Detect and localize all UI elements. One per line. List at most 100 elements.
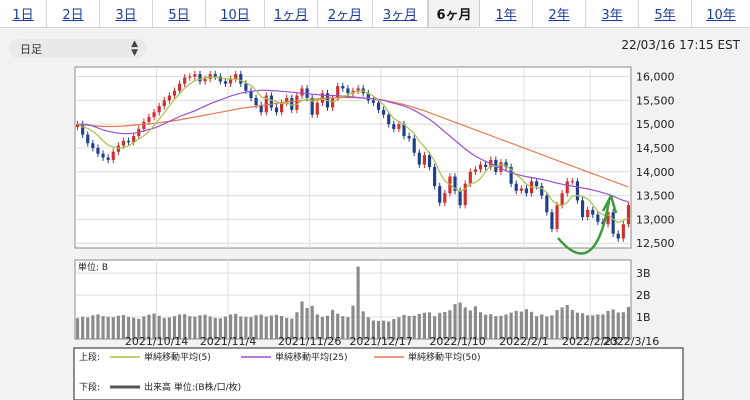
volume-bar [239,316,243,339]
interval-select-value: 日足 [20,42,42,56]
tab-14[interactable]: 10年 [692,0,750,27]
volume-bar [218,318,222,339]
candle-body [81,124,85,135]
volume-bar [433,316,437,339]
volume-bar [295,312,299,339]
tab-10[interactable]: 1年 [480,0,533,27]
volume-bar [183,314,187,339]
volume-bar [101,316,105,339]
tab-5[interactable]: 10日 [206,0,265,27]
ma5-line [77,76,629,224]
volume-bar [361,311,365,339]
volume-bar [509,312,513,339]
tab-2[interactable]: 2日 [47,0,100,27]
volume-bar [356,266,360,339]
candle-body [269,95,273,108]
volume-bar [137,318,141,339]
candle-body [274,107,279,113]
candle-body [458,190,462,206]
volume-bar [157,315,161,339]
volume-bar [473,306,478,339]
candle-body [509,167,513,184]
volume-bar [336,313,340,339]
tab-7[interactable]: 2ヶ月 [318,0,373,27]
candle-body [96,147,100,154]
volume-bar [172,316,177,339]
volume-bar [611,309,615,339]
volume-bar [463,307,467,339]
volume-bar [601,314,605,339]
legend-bottom-label: 下段: [79,381,100,393]
tab-13[interactable]: 5年 [639,0,692,27]
candle-body [545,195,549,213]
tab-4[interactable]: 5日 [153,0,206,27]
candle-body [596,214,600,222]
x-axis-date-label: 2022/2/23 [562,335,618,348]
x-axis-date-label: 2022/3/16 [603,335,659,348]
price-ytick-label: 14,000 [636,166,675,179]
legend-item-label: 単純移動平均(25) [275,351,347,363]
volume-bar [575,312,580,339]
tab-12[interactable]: 3年 [586,0,639,27]
tab-6[interactable]: 1ヶ月 [265,0,318,27]
legend-item-label: 単純移動平均(50) [408,351,480,363]
candle-body [382,109,386,115]
volume-bar [565,304,569,339]
x-axis-date-label: 2021/11/4 [200,335,256,348]
candle-body [198,74,202,82]
volume-bar [443,312,447,339]
volume-bar [147,314,151,339]
candle-body [468,171,472,184]
candle-body [172,90,177,96]
volume-bar [560,307,564,339]
ma25-line [77,89,629,203]
tab-3[interactable]: 3日 [100,0,153,27]
tab-1[interactable]: 1日 [0,0,47,27]
volume-bar [81,316,85,339]
candle-body [106,157,110,160]
volume-bar [91,315,95,339]
volume-bar [244,316,248,339]
volume-bar [417,313,421,339]
volume-bar [448,310,452,339]
volume-bar [269,315,273,339]
tab-8[interactable]: 3ヶ月 [373,0,428,27]
candle-body [626,205,631,225]
volume-bar [382,320,386,339]
volume-bar [280,315,284,339]
candle-body [366,93,370,101]
candle-body [591,209,595,215]
volume-bar [106,316,110,339]
volume-bar [300,301,304,339]
candle-body [111,151,115,160]
candle-body [157,106,161,113]
candle-body [213,74,217,77]
volume-bar [504,314,508,339]
legend-volume-label: 出来高 単位:(B株/口/枚) [144,381,241,393]
volume-bar [529,311,534,339]
volume-bar [320,316,324,339]
volume-bar [519,311,523,339]
volume-bar [96,314,100,339]
candle-body [524,188,529,194]
volume-bar [274,314,279,339]
volume-bar [596,314,600,339]
volume-bar [177,314,182,339]
candle-body [392,124,396,129]
interval-select[interactable]: 日足 ▲ ▼ [9,39,146,58]
volume-bar [305,308,309,339]
candle-body [550,212,554,229]
price-ytick-label: 15,500 [636,94,675,107]
volume-bar [193,316,197,339]
tab-9[interactable]: 6ヶ月 [428,0,480,27]
volume-bar [351,305,355,339]
tab-11[interactable]: 2年 [533,0,586,27]
volume-bar [121,315,126,339]
volume-ytick-label: 3B [636,267,651,280]
candle-body [244,83,248,91]
volume-bar [203,314,207,339]
candle-body [310,97,314,115]
volume-bar [264,316,268,339]
candle-body [621,224,625,239]
price-ytick-label: 12,500 [636,237,675,250]
